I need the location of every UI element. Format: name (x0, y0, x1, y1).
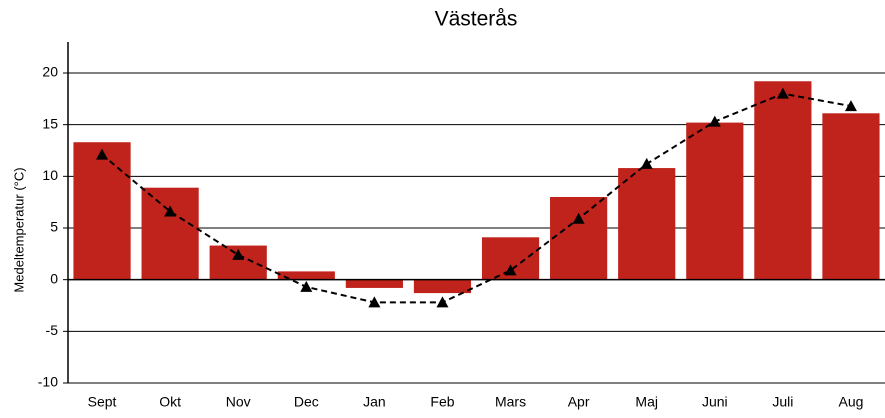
x-tick-label: Juni (702, 394, 728, 410)
x-tick-label: Nov (226, 394, 251, 410)
marker (640, 157, 653, 169)
bar (141, 187, 199, 280)
x-tick-label: Sept (88, 394, 117, 410)
bar (686, 122, 744, 280)
bar (754, 81, 812, 280)
y-tick-label: -10 (38, 374, 58, 390)
x-tick-label: Dec (294, 394, 319, 410)
bar (618, 168, 676, 280)
bar (277, 271, 335, 280)
marker (572, 212, 585, 224)
y-tick-label: 10 (42, 167, 58, 183)
marker (164, 205, 177, 217)
marker (96, 148, 109, 160)
y-axis-label: Medeltemperatur (°C) (11, 167, 26, 292)
y-tick-label: -5 (46, 322, 59, 338)
bar (550, 197, 608, 280)
bar (73, 142, 131, 280)
x-tick-label: Aug (838, 394, 863, 410)
marker (776, 87, 789, 99)
marker (708, 115, 721, 127)
marker (368, 296, 381, 308)
x-tick-label: Apr (568, 394, 590, 410)
y-tick-label: 15 (42, 115, 58, 131)
marker (300, 280, 313, 292)
x-tick-label: Feb (430, 394, 454, 410)
marker (436, 296, 449, 308)
x-tick-label: Jan (363, 394, 386, 410)
y-tick-label: 0 (50, 270, 58, 286)
x-tick-label: Juli (772, 394, 793, 410)
y-tick-label: 5 (50, 219, 58, 235)
bar (413, 279, 472, 294)
bar (822, 113, 880, 280)
chart-title: Västerås (435, 8, 518, 31)
y-tick-label: 20 (42, 64, 58, 80)
x-tick-label: Maj (635, 394, 658, 410)
x-tick-label: Mars (495, 394, 526, 410)
marker (232, 248, 245, 260)
marker (504, 264, 517, 276)
marker (844, 100, 857, 112)
line (101, 92, 852, 304)
x-tick-label: Okt (159, 394, 181, 410)
bar (345, 279, 403, 288)
